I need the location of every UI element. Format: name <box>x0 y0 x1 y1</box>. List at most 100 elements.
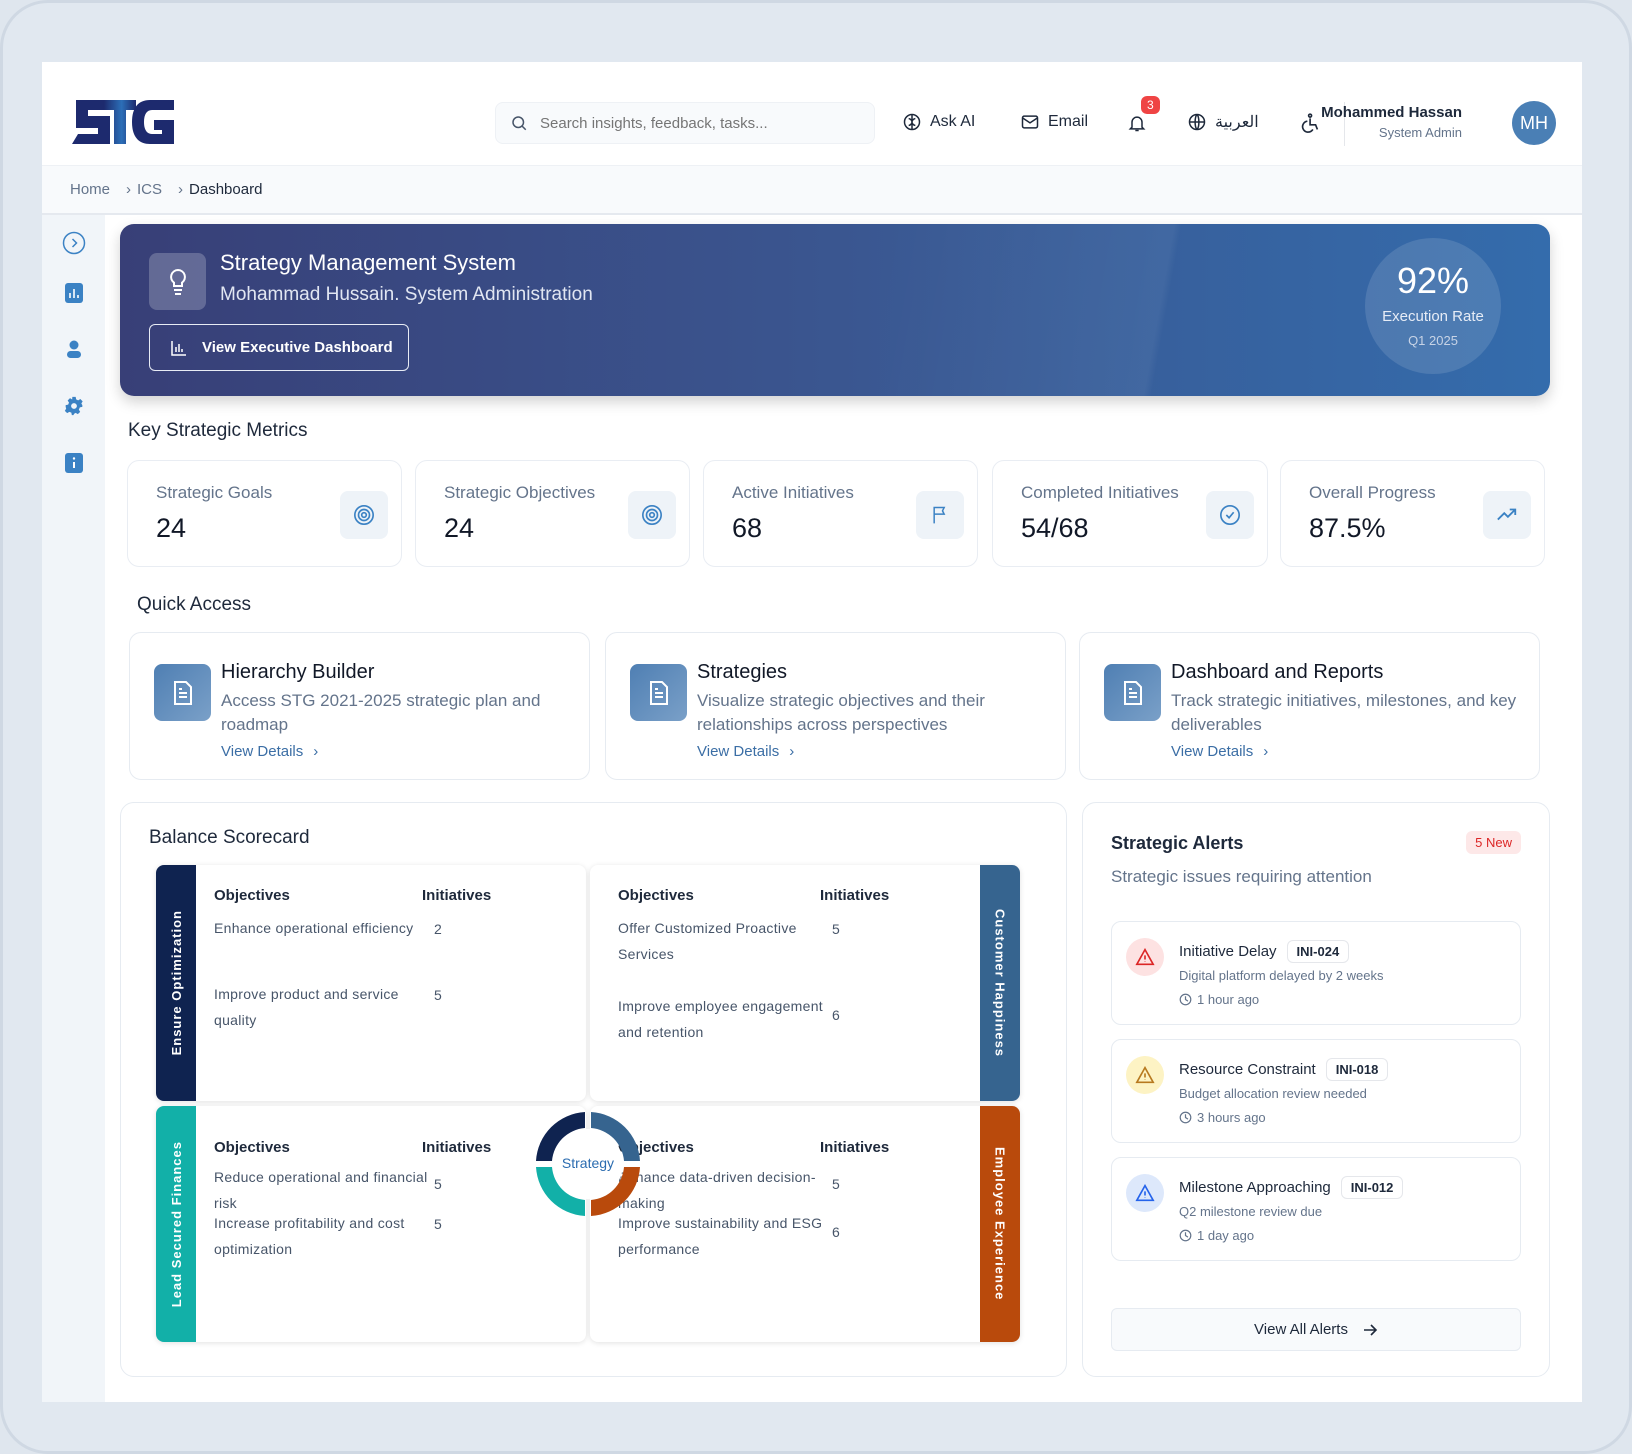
warning-icon <box>1126 938 1164 976</box>
warning-icon <box>1126 1174 1164 1212</box>
ring-segment-employee <box>591 1167 640 1216</box>
notification-badge: 3 <box>1141 96 1160 114</box>
user-info[interactable]: Mohammed Hassan System Admin <box>1321 104 1462 140</box>
breadcrumb-dashboard: Dashboard <box>189 181 263 198</box>
view-all-alerts-button[interactable]: View All Alerts <box>1111 1308 1521 1351</box>
objective-text[interactable]: Improve product and service quality <box>214 986 399 1028</box>
scorecard-quadrant: Employee Experience Objectives Initiativ… <box>590 1106 1020 1342</box>
initiatives-header: Initiatives <box>422 1139 492 1156</box>
globe-icon <box>1188 113 1206 131</box>
view-details-link[interactable]: View Details › <box>697 743 794 760</box>
target-icon <box>340 491 388 539</box>
chart-icon <box>65 283 83 303</box>
metric-card[interactable]: Overall Progress 87.5% <box>1280 460 1545 567</box>
stg-logo[interactable] <box>70 96 180 148</box>
sidebar-item-info[interactable] <box>62 451 86 475</box>
metric-card[interactable]: Active Initiatives 68 <box>703 460 978 567</box>
objective-text[interactable]: Improve employee engagement and retentio… <box>618 998 823 1040</box>
sidebar-item-settings[interactable] <box>62 394 86 418</box>
execution-rate-label: Execution Rate <box>1382 308 1484 325</box>
perspective-band[interactable]: Customer Happiness <box>980 865 1020 1101</box>
view-executive-dashboard-button[interactable]: View Executive Dashboard <box>149 324 409 371</box>
brain-icon <box>903 113 921 131</box>
quick-access-card[interactable]: Strategies Visualize strategic objective… <box>605 632 1066 780</box>
objective-text[interactable]: Enhance data-driven decision-making <box>618 1169 816 1211</box>
metric-card[interactable]: Completed Initiatives 54/68 <box>992 460 1268 567</box>
initiative-count: 5 <box>434 987 442 1003</box>
ring-segment-finances <box>536 1167 585 1216</box>
objective-text[interactable]: Offer Customized Proactive Services <box>618 920 797 962</box>
quick-access-card[interactable]: Hierarchy Builder Access STG 2021-2025 s… <box>129 632 590 780</box>
alert-item[interactable]: Milestone Approaching INI-012 Q2 mileston… <box>1111 1157 1521 1261</box>
perspective-label: Lead Secured Finances <box>168 1140 184 1308</box>
search-input[interactable] <box>540 114 840 132</box>
sidebar-item-users[interactable] <box>62 337 86 361</box>
email-button[interactable]: Email <box>1020 112 1088 132</box>
alert-code: INI-012 <box>1340 1176 1404 1199</box>
email-label: Email <box>1048 113 1089 130</box>
quick-access-description: Access STG 2021-2025 strategic plan and … <box>221 691 541 734</box>
perspective-label: Customer Happiness <box>992 908 1008 1058</box>
objective-text[interactable]: Improve sustainability and ESG performan… <box>618 1215 823 1257</box>
language-button[interactable]: العربية <box>1187 112 1259 132</box>
initiative-count: 6 <box>832 1007 840 1023</box>
strategy-center-label: Strategy <box>561 1155 615 1171</box>
scorecard-quadrant: Lead Secured Finances Objectives Initiat… <box>156 1106 586 1342</box>
alerts-subtitle: Strategic issues requiring attention <box>1111 867 1372 886</box>
execution-rate-value: 92% <box>1396 260 1470 301</box>
ask-ai-button[interactable]: Ask AI <box>902 112 975 132</box>
view-details-link[interactable]: View Details › <box>221 743 318 760</box>
avatar[interactable]: MH <box>1512 101 1556 145</box>
alert-description: Budget allocation review needed <box>1179 1086 1367 1101</box>
metric-card[interactable]: Strategic Goals 24 <box>127 460 402 567</box>
alert-time: 1 hour ago <box>1197 992 1260 1007</box>
breadcrumb: Home › ICS › Dashboard <box>42 166 1582 215</box>
sidebar-expand-button[interactable] <box>62 231 86 255</box>
hero-sheen <box>880 224 1550 396</box>
quick-access-description: Track strategic initiatives, milestones,… <box>1171 691 1517 734</box>
metric-card[interactable]: Strategic Objectives 24 <box>415 460 690 567</box>
objective-text[interactable]: Enhance operational efficiency <box>214 920 414 936</box>
breadcrumb-home[interactable]: Home <box>70 181 111 198</box>
accessibility-button[interactable] <box>1300 112 1322 134</box>
objectives-header: Objectives <box>214 1139 290 1156</box>
perspective-band[interactable]: Ensure Optimization <box>156 865 196 1101</box>
objective-text[interactable]: Reduce operational and financial risk <box>214 1169 428 1211</box>
perspective-label: Employee Experience <box>992 1147 1008 1301</box>
chevron-right-icon: › <box>313 743 319 760</box>
alert-item[interactable]: Initiative Delay INI-024 Digital platform… <box>1111 921 1521 1025</box>
user-name: Mohammed Hassan <box>1321 104 1462 121</box>
quick-access-title: Strategies <box>697 661 788 683</box>
search-bar[interactable] <box>495 102 875 144</box>
initiative-count: 5 <box>832 1176 840 1192</box>
key-metrics-title: Key Strategic Metrics <box>128 420 308 441</box>
header-divider <box>1344 102 1345 146</box>
metric-label: Strategic Objectives <box>444 483 596 502</box>
perspective-band[interactable]: Employee Experience <box>980 1106 1020 1342</box>
alert-title: Resource Constraint <box>1179 1061 1316 1078</box>
scorecard-title: Balance Scorecard <box>149 827 310 848</box>
chevron-right-icon: › <box>178 181 184 198</box>
alert-item[interactable]: Resource Constraint INI-018 Budget alloca… <box>1111 1039 1521 1143</box>
notifications-button[interactable] <box>1127 112 1147 134</box>
alerts-title: Strategic Alerts <box>1111 833 1244 853</box>
sidebar-item-dashboard[interactable] <box>62 281 86 305</box>
view-details-label: View Details <box>221 743 304 760</box>
scorecard-quadrant: Customer Happiness Objectives Initiative… <box>590 865 1020 1101</box>
alert-code: INI-024 <box>1286 940 1350 963</box>
breadcrumb-ics[interactable]: ICS <box>137 181 163 198</box>
quick-access-card[interactable]: Dashboard and Reports Track strategic in… <box>1079 632 1540 780</box>
strategy-ring <box>536 1112 640 1216</box>
metric-label: Active Initiatives <box>732 483 854 502</box>
view-details-link[interactable]: View Details › <box>1171 743 1268 760</box>
user-role: System Admin <box>1378 125 1462 140</box>
objectives-header: Objectives <box>214 887 290 904</box>
perspective-band[interactable]: Lead Secured Finances <box>156 1106 196 1342</box>
balance-scorecard-panel: Balance Scorecard Ensure Optimization Ob… <box>120 802 1067 1377</box>
metric-value: 87.5% <box>1309 513 1386 543</box>
objective-text[interactable]: Increase profitability and cost optimiza… <box>214 1215 405 1257</box>
quick-access-title: Dashboard and Reports <box>1171 661 1384 683</box>
bar-chart-icon <box>171 340 186 356</box>
info-icon <box>65 453 83 473</box>
clock-icon <box>1179 1111 1192 1124</box>
